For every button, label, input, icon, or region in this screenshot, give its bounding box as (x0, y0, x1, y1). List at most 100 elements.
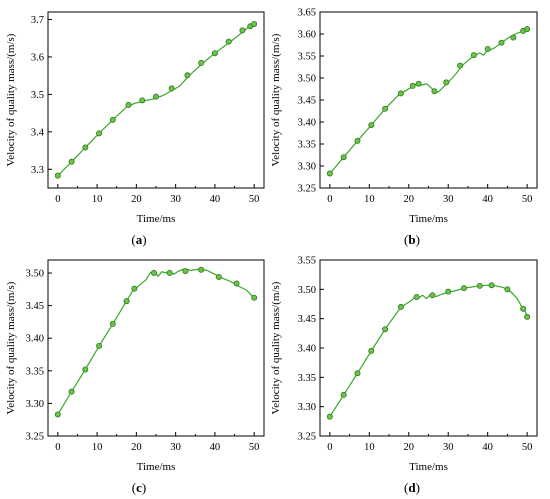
y-tick-label: 3.45 (298, 314, 316, 325)
y-axis-title: Velocity of quality mass/(m/s) (5, 33, 17, 166)
plot-frame (47, 11, 265, 189)
data-point (151, 270, 158, 277)
data-point (123, 298, 130, 305)
caption-open-paren: ( (404, 480, 408, 495)
data-point (82, 144, 89, 151)
data-point (445, 288, 452, 295)
data-point (198, 59, 205, 66)
x-tick-label: 20 (404, 194, 415, 205)
y-tick-label: 3.7 (31, 15, 44, 26)
data-point (251, 20, 258, 27)
x-tick-label: 20 (131, 194, 142, 205)
y-tick-label: 3.35 (26, 366, 44, 377)
x-tick-label: 30 (170, 194, 181, 205)
x-tick-label: 40 (482, 194, 493, 205)
data-point (443, 79, 450, 86)
y-tick-label: 3.30 (26, 399, 44, 410)
x-axis-title: Time/ms (409, 461, 448, 473)
x-tick-label: 10 (364, 442, 375, 453)
plot-frame (319, 259, 538, 437)
data-point (354, 137, 361, 144)
caption-close-paren: ) (142, 480, 146, 495)
data-point (82, 366, 89, 373)
data-point (233, 280, 240, 287)
y-tick-label: 3.40 (298, 118, 316, 129)
panel-caption: (b) (404, 232, 420, 247)
data-point (504, 286, 511, 293)
y-tick-label: 3.50 (26, 269, 44, 280)
data-point (524, 313, 531, 320)
data-point (354, 370, 361, 377)
data-point (397, 90, 404, 97)
y-tick-label: 3.3 (31, 165, 44, 176)
caption-letter: b (408, 232, 415, 247)
data-point (457, 62, 464, 69)
y-axis-title: Velocity of quality mass/(m/s) (270, 33, 282, 166)
y-axis-title: Velocity of quality mass/(m/s) (5, 281, 17, 414)
x-tick-label: 10 (364, 194, 375, 205)
y-tick-label: 3.25 (298, 432, 316, 443)
caption-close-paren: ) (416, 480, 420, 495)
x-axis-title: Time/ms (137, 213, 176, 225)
data-point (326, 413, 333, 420)
data-point (109, 116, 116, 123)
data-point (510, 34, 517, 41)
chart-panel-a: 0 10 20 30 40 50 3.3 3.4 3.5 3.6 3.7 Time/ms Velocit… (5, 11, 265, 247)
data-point (397, 303, 404, 310)
x-axis-title: Time/ms (409, 213, 448, 225)
x-tick-label: 40 (210, 442, 221, 453)
series-line (329, 284, 528, 417)
x-tick-label: 40 (482, 442, 493, 453)
data-point (184, 72, 191, 79)
x-tick-label: 50 (522, 194, 533, 205)
x-tick-label: 50 (249, 194, 260, 205)
y-tick-label: 3.35 (298, 373, 316, 384)
data-point (413, 293, 420, 300)
data-point (484, 45, 491, 52)
series-line (57, 268, 255, 415)
y-tick-label: 3.30 (298, 162, 316, 173)
x-tick-label: 0 (55, 442, 60, 453)
y-tick-label: 3.40 (26, 334, 44, 345)
data-point (476, 282, 483, 289)
data-point (54, 172, 61, 179)
data-point (68, 388, 75, 395)
data-point (524, 26, 531, 33)
caption-letter: c (136, 480, 142, 495)
data-point (431, 88, 438, 95)
x-tick-label: 40 (210, 194, 221, 205)
data-point (68, 158, 75, 165)
plot-frame (319, 11, 538, 189)
x-tick-label: 20 (404, 442, 415, 453)
y-tick-label: 3.30 (298, 402, 316, 413)
caption-open-paren: ( (131, 232, 135, 247)
x-tick-label: 30 (443, 194, 454, 205)
chart-panel-b: 0 10 20 30 40 50 3.25 3.30 3.35 3.40 3.45 3.50 3.55 3… (270, 8, 538, 247)
data-point (152, 93, 159, 100)
data-point (382, 326, 389, 333)
y-tick-label: 3.50 (298, 285, 316, 296)
data-point (54, 411, 61, 418)
y-tick-label: 3.25 (298, 184, 316, 195)
x-axis-title: Time/ms (137, 461, 176, 473)
caption-letter: d (408, 480, 416, 495)
y-axis-title: Velocity of quality mass/(m/s) (270, 281, 282, 414)
caption-close-paren: ) (416, 232, 420, 247)
x-tick-label: 30 (443, 442, 454, 453)
data-point (520, 305, 527, 312)
x-tick-label: 10 (92, 194, 103, 205)
y-tick-label: 3.55 (298, 256, 316, 267)
y-tick-label: 3.45 (298, 96, 316, 107)
data-point (470, 52, 477, 59)
data-point (225, 38, 232, 45)
panel-caption: (d) (404, 480, 420, 495)
data-point (382, 105, 389, 112)
x-tick-label: 10 (92, 442, 103, 453)
y-tick-label: 3.55 (298, 52, 316, 63)
data-point (409, 82, 416, 89)
data-point (239, 27, 246, 34)
data-point (340, 391, 347, 398)
x-tick-label: 0 (327, 194, 332, 205)
caption-close-paren: ) (142, 232, 146, 247)
